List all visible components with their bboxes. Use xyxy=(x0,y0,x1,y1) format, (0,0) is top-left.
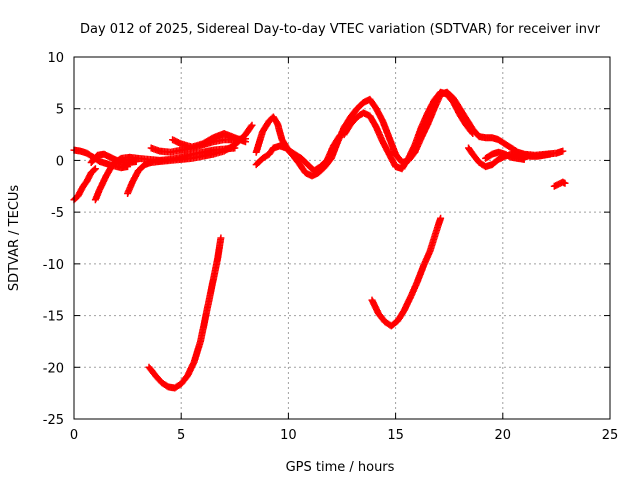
y-tick-label: 10 xyxy=(47,51,64,66)
series-track-o xyxy=(550,178,569,190)
series-track-n xyxy=(482,148,528,163)
data-point xyxy=(217,234,225,242)
data-point xyxy=(91,165,99,173)
x-tick-label: 25 xyxy=(602,428,619,443)
y-tick-label: 5 xyxy=(56,103,64,118)
x-tick-label: 5 xyxy=(177,428,185,443)
x-axis-label: GPS time / hours xyxy=(286,460,395,475)
data-series xyxy=(70,88,569,392)
data-point xyxy=(520,155,528,163)
series-track-k xyxy=(340,88,477,173)
data-point xyxy=(247,122,255,130)
series-track-h xyxy=(145,234,225,392)
chart-title: Day 012 of 2025, Sidereal Day-to-day VTE… xyxy=(80,22,601,37)
data-point xyxy=(559,147,567,155)
data-point xyxy=(437,214,445,222)
x-tick-label: 0 xyxy=(70,428,78,443)
y-tick-label: -10 xyxy=(43,258,64,273)
data-point xyxy=(469,130,477,137)
y-tick-label: -20 xyxy=(43,361,64,376)
y-tick-label: -15 xyxy=(43,310,64,325)
x-tick-label: 15 xyxy=(387,428,404,443)
series-track-b xyxy=(70,165,99,204)
x-tick-label: 20 xyxy=(495,428,512,443)
y-tick-label: 0 xyxy=(56,154,64,169)
x-tick-label: 10 xyxy=(280,428,297,443)
data-point xyxy=(546,150,554,158)
series-track-l xyxy=(368,214,445,330)
data-point xyxy=(468,128,476,136)
y-tick-label: -25 xyxy=(43,413,64,428)
series-track-m xyxy=(465,144,554,171)
data-point xyxy=(90,166,98,174)
plot-frame xyxy=(73,56,611,420)
data-point xyxy=(248,121,256,129)
y-tick-label: -5 xyxy=(51,206,64,221)
data-point xyxy=(242,138,249,146)
y-axis-label: SDTVAR / TECUs xyxy=(7,185,22,292)
series-track-g xyxy=(169,130,249,151)
axis-ticks: 0 5 10 15 20 25 10 5 0 -5 -10 -15 -20 -25 xyxy=(43,51,619,443)
data-point xyxy=(561,179,569,187)
